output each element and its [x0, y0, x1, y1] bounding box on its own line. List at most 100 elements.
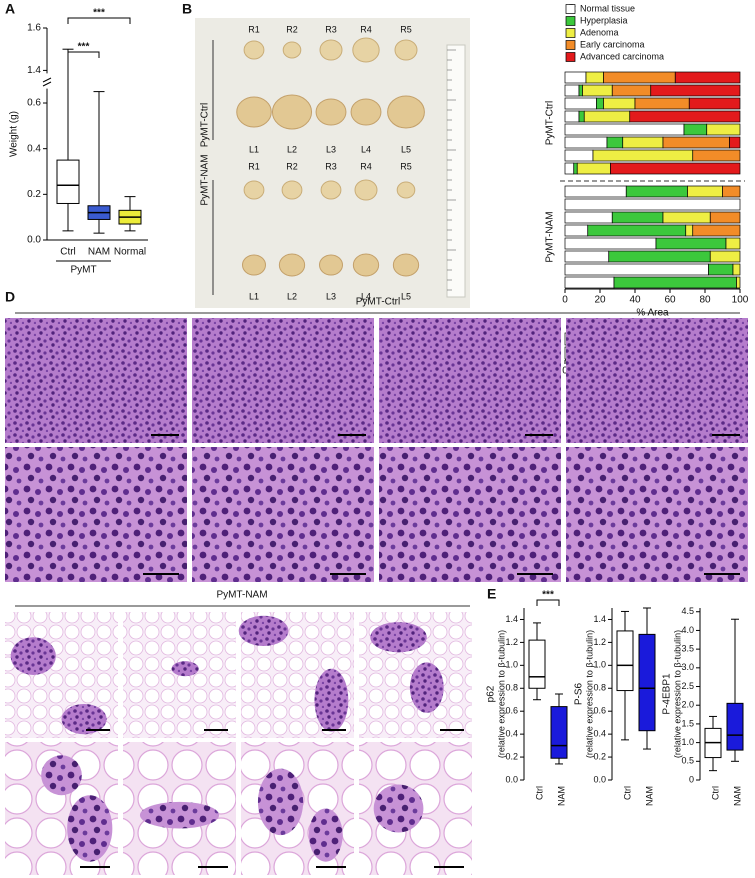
- x-tick-label: 0: [562, 366, 568, 377]
- photo-label: L3: [326, 291, 336, 301]
- tumor-photo: [242, 254, 266, 276]
- bar-segment: [708, 263, 734, 276]
- bar-segment: [629, 110, 741, 123]
- bar-segment: [564, 84, 580, 97]
- legend-swatch: [565, 4, 576, 14]
- y-tick-label: 1.2: [505, 637, 518, 647]
- bar-segment: [564, 237, 657, 250]
- bar-segment: [722, 185, 741, 198]
- x-tick-label: 60: [664, 295, 676, 306]
- bar-segment: [625, 185, 688, 198]
- histology-image: [192, 447, 374, 582]
- tumor-photo: [396, 181, 416, 199]
- bar-segment: [603, 71, 676, 84]
- histology-image: [379, 447, 561, 582]
- tumor-photo: [350, 98, 382, 126]
- y-tick-label: 2.0: [681, 700, 694, 710]
- bar-segment: [564, 123, 685, 136]
- photo-label: R1: [248, 24, 260, 34]
- histology-image: [566, 447, 748, 582]
- bar-segment: [596, 97, 604, 110]
- y-axis-label: P-4EBP1: [662, 673, 673, 715]
- bar-segment: [564, 276, 615, 289]
- bar-segment: [587, 224, 687, 237]
- tissue-clump: [257, 768, 304, 836]
- y-tick-label: 0.2: [505, 751, 518, 761]
- x-tick-label: Ctrl: [60, 247, 76, 258]
- y-tick-label: 1.0: [593, 660, 606, 670]
- photo-label: R5: [400, 24, 412, 34]
- box: [726, 702, 744, 751]
- bar-segment: [674, 71, 741, 84]
- bar-segment: [706, 123, 741, 136]
- significance-label: ***: [78, 42, 90, 53]
- bar-segment: [564, 250, 610, 263]
- bar-segment: [564, 149, 594, 162]
- photo-label: R2: [286, 161, 298, 171]
- tumor-photo: [315, 98, 347, 126]
- significance-bracket: [67, 51, 100, 58]
- bar-segment: [611, 211, 664, 224]
- photo-label: L1: [249, 144, 259, 154]
- legend-label: Normal tissue: [580, 3, 635, 13]
- photo-label: L4: [361, 291, 371, 301]
- y-axis-label: P-S6: [574, 682, 585, 705]
- y-tick-label: 3.5: [681, 644, 694, 654]
- histology-image: [192, 318, 374, 443]
- x-tick-label: NAM: [732, 786, 742, 806]
- tumor-photo: [394, 39, 418, 61]
- group-header: PyMT-Ctrl: [356, 297, 400, 308]
- box: [550, 706, 568, 759]
- tissue-clump: [139, 801, 220, 829]
- bar-segment: [709, 250, 741, 263]
- x-tick-label: 0: [562, 295, 568, 306]
- legend-swatch: [565, 16, 576, 26]
- bar-segment: [573, 162, 578, 175]
- histology-image: [5, 318, 187, 443]
- tumor-photo: [282, 41, 302, 59]
- bar-segment: [578, 110, 585, 123]
- bar-segment: [610, 162, 741, 175]
- tumor-photo: [243, 180, 265, 200]
- significance-label: ***: [542, 590, 554, 601]
- y-tick-label: 0.0: [593, 774, 606, 784]
- legend-label: Early carcinoma: [580, 39, 645, 49]
- bar-segment: [564, 185, 627, 198]
- panel-letter: B: [182, 1, 192, 17]
- x-tick-label: NAM: [644, 786, 654, 806]
- significance-label: ***: [93, 8, 105, 19]
- bar-segment: [608, 250, 711, 263]
- y-tick-label: 0.2: [27, 189, 41, 200]
- tumor-photo: [352, 37, 380, 63]
- tumor-photo: [271, 94, 313, 130]
- bar-segment: [692, 224, 741, 237]
- photo-label: L5: [401, 144, 411, 154]
- photo-label: R5: [400, 161, 412, 171]
- y-tick-label: 0.0: [27, 235, 41, 246]
- bar-segment: [585, 71, 604, 84]
- bar-segment: [611, 84, 652, 97]
- tissue-clump: [61, 703, 107, 735]
- y-tick-label: 1.2: [593, 637, 606, 647]
- histology-image: [566, 318, 748, 443]
- y-tick-label: 1.6: [27, 23, 41, 34]
- bar-segment: [576, 162, 611, 175]
- y-tick-label: 0.0: [505, 774, 518, 784]
- bar-segment: [564, 110, 580, 123]
- bar-segment: [729, 136, 741, 149]
- y-axis-label: Weight (g): [9, 111, 20, 157]
- tumor-photo: [352, 253, 380, 277]
- legend-swatch: [565, 40, 576, 50]
- x-tick-label: Ctrl: [710, 786, 720, 800]
- histology-image: [5, 447, 187, 582]
- row-label: PyMT-Ctrl: [200, 103, 211, 147]
- legend-label: Adenoma: [580, 27, 619, 37]
- bar-segment: [662, 211, 711, 224]
- y-tick-label: 0.4: [505, 729, 518, 739]
- photo-label: L5: [401, 291, 411, 301]
- bar-segment: [564, 198, 741, 211]
- bar-segment: [592, 149, 694, 162]
- photo-label: L2: [287, 291, 297, 301]
